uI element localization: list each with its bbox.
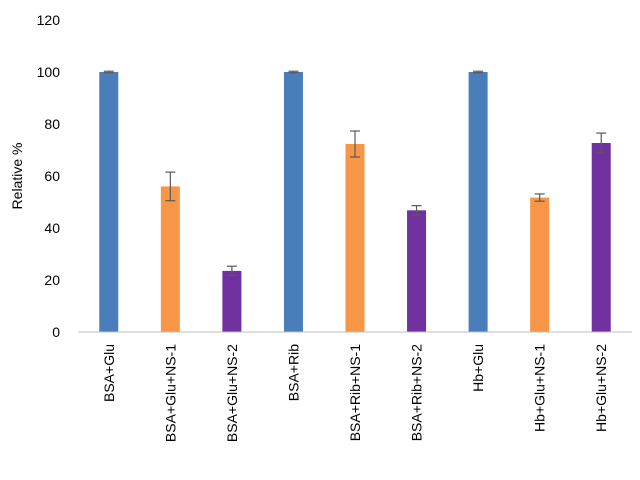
bar	[99, 72, 119, 332]
y-axis-title: Relative %	[9, 143, 25, 210]
error-bar	[165, 171, 176, 202]
bar	[407, 210, 427, 332]
x-tick-label: Hb+Glu+NS-1	[532, 344, 548, 432]
x-axis-tick-labels: BSA+Glu BSA+Glu+NS-1 BSA+Glu+NS-2 BSA+Rib BS…	[101, 344, 609, 442]
y-tick-label: 20	[44, 272, 60, 288]
y-tick-label: 60	[44, 168, 60, 184]
x-tick-label: Hb+Glu	[470, 344, 486, 392]
x-tick-label: BSA+Rib+NS-1	[347, 344, 363, 441]
x-tick-label: BSA+Glu+NS-2	[224, 344, 240, 442]
bars-group	[99, 72, 611, 332]
y-tick-label: 0	[52, 324, 60, 340]
error-bar	[226, 265, 237, 277]
bar	[160, 186, 180, 332]
y-tick-label: 80	[44, 116, 60, 132]
error-bar	[350, 130, 360, 158]
x-tick-label: BSA+Glu+NS-1	[162, 344, 178, 442]
error-bars-group	[103, 70, 607, 277]
bar	[468, 72, 488, 332]
x-tick-label: BSA+Rib+NS-2	[409, 344, 425, 441]
bar	[222, 270, 242, 332]
y-tick-label: 100	[37, 64, 61, 80]
x-tick-label: BSA+Rib	[285, 344, 301, 401]
x-tick-label: Hb+Glu+NS-2	[593, 344, 609, 432]
y-axis-ticks: 0 20 40 60 80 100 120	[37, 12, 61, 340]
error-bar	[103, 70, 114, 74]
y-tick-label: 40	[44, 220, 60, 236]
x-tick-label: BSA+Glu	[101, 344, 117, 402]
error-bar	[411, 205, 422, 216]
error-bar	[288, 70, 299, 74]
error-bar	[596, 132, 607, 154]
bar	[283, 72, 303, 332]
bar	[345, 144, 365, 332]
y-tick-label: 120	[37, 12, 61, 28]
bar	[591, 142, 611, 332]
bar	[530, 197, 550, 332]
error-bar	[534, 193, 545, 202]
error-bar	[473, 70, 484, 74]
